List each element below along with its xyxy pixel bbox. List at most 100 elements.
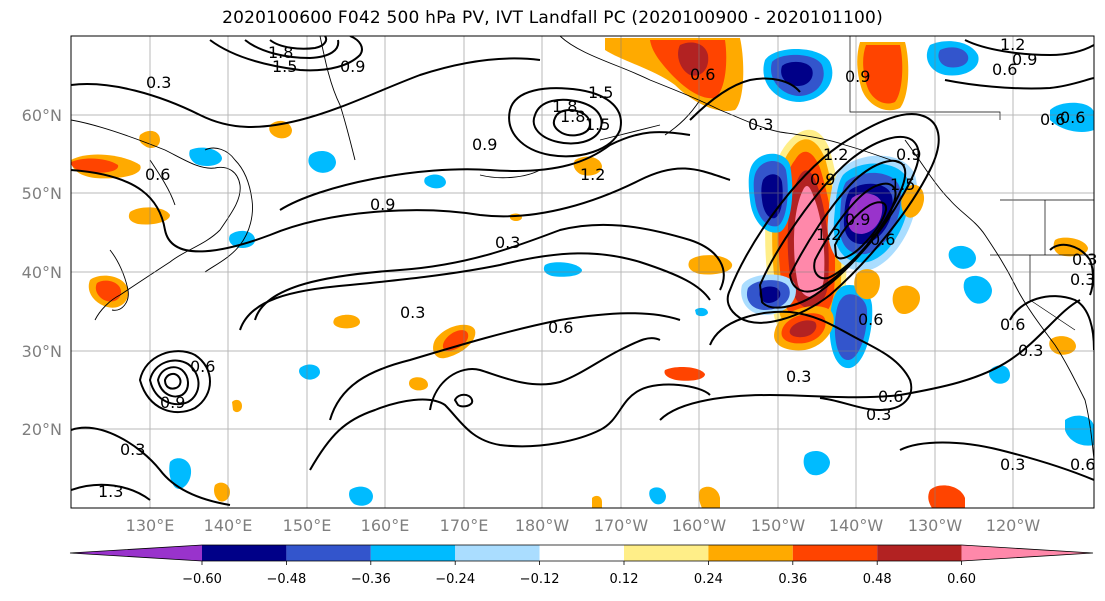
lat-label-60n: 60°N [22, 106, 62, 125]
contour-label: 0.3 [786, 367, 811, 386]
contour-label: 0.9 [370, 195, 395, 214]
contour-line [156, 366, 189, 398]
colorbar-tick-label: 0.24 [694, 572, 723, 587]
contour-label: 0.6 [992, 60, 1017, 79]
contour-line [689, 77, 801, 121]
contour-line [71, 57, 541, 128]
contour-line [964, 39, 1094, 57]
contour-label: 0.3 [120, 440, 145, 459]
contour-line [659, 299, 1081, 421]
contour-line [329, 312, 681, 421]
contour-line [552, 109, 591, 137]
map-panel: 1.8 1.5 0.9 0.3 0.6 0.9 1.8 1.5 0.9 1.2 … [70, 35, 1097, 509]
colorbar-swatch [961, 545, 1093, 561]
contour-label: 1.2 [816, 225, 841, 244]
contour-label: 1.5 [272, 57, 297, 76]
contour-label: 0.6 [145, 165, 170, 184]
contour-line [788, 160, 907, 293]
contour-label: 1.8 [268, 43, 293, 62]
lon-label-180w: 180°W [515, 516, 570, 535]
ivt-contours [71, 36, 1094, 506]
contour-line [508, 87, 622, 158]
colorbar-swatch [539, 545, 624, 561]
contour-label: 0.6 [870, 230, 895, 249]
lat-label-50n: 50°N [22, 184, 62, 203]
lon-label-130e: 130°E [126, 516, 175, 535]
coastline-aleutians [479, 124, 661, 179]
contour-line [453, 393, 474, 408]
colorbar-tick-label: 0.60 [947, 572, 976, 587]
contour-label: 0.3 [1070, 270, 1095, 289]
colorbar-tick-label: −0.24 [435, 572, 475, 587]
contour-line [71, 167, 731, 253]
contour-label: 0.3 [1018, 341, 1043, 360]
latitude-labels: 60°N 50°N 40°N 30°N 20°N [22, 106, 62, 439]
colorbar-tick-label: −0.12 [520, 572, 560, 587]
contour-line [239, 252, 711, 331]
coastline-asia [71, 119, 241, 321]
contour-label: 0.3 [495, 233, 520, 252]
coastline-korea [109, 249, 129, 311]
border-alaska-canada [849, 36, 1001, 120]
contour-line [279, 131, 691, 211]
contour-label: 0.6 [548, 318, 573, 337]
border-us-states [990, 200, 1094, 331]
colorbar-tick-label: −0.60 [182, 572, 222, 587]
coastlines [71, 36, 1094, 461]
contour-label: 1.2 [1000, 35, 1025, 54]
contour-line [813, 182, 897, 280]
pos-anomaly-south [774, 269, 880, 351]
coastline-north-america [904, 139, 1094, 461]
colorbar-swatch [708, 545, 793, 561]
contour-label: 0.6 [690, 65, 715, 84]
lon-label-140w: 140°W [829, 516, 884, 535]
contour-label: 1.2 [823, 145, 848, 164]
colorbar-swatch [370, 545, 456, 561]
contour-line [758, 135, 920, 309]
political-borders [849, 36, 1094, 331]
contour-label: 0.3 [1000, 455, 1025, 474]
contour-line [309, 383, 711, 471]
contour-label: 0.9 [845, 67, 870, 86]
lon-label-170e: 170°E [440, 516, 489, 535]
colorbar-tick-label: −0.36 [351, 572, 391, 587]
contour-label: 0.3 [1072, 250, 1097, 269]
colorbar-swatch [286, 545, 371, 561]
lon-label-170w: 170°W [594, 516, 649, 535]
anomaly-alaska [605, 38, 1094, 132]
contour-label: 0.6 [1040, 110, 1065, 129]
longitude-labels: 130°E 140°E 150°E 160°E 170°E 180°W 170°… [126, 516, 1041, 535]
contour-label: 1.5 [588, 83, 613, 102]
contour-line [944, 77, 1094, 90]
contour-label: 1.5 [585, 115, 610, 134]
contour-label: 0.9 [810, 170, 835, 189]
contour-label: 0.3 [146, 73, 171, 92]
lon-label-140e: 140°E [204, 516, 253, 535]
colorbar-tick-label: −0.48 [266, 572, 306, 587]
colorbar-swatch [877, 545, 962, 561]
contour-labels: 1.8 1.5 0.9 0.3 0.6 0.9 1.8 1.5 0.9 1.2 … [98, 35, 1097, 501]
neg-anomaly-south [741, 274, 873, 369]
contour-label: 0.3 [866, 405, 891, 424]
map-title: 2020100600 F042 500 hPa PV, IVT Landfall… [222, 8, 883, 28]
lon-label-130w: 130°W [908, 516, 963, 535]
colorbar-tick-label: 0.36 [778, 572, 807, 587]
colorbar-swatch [624, 545, 709, 561]
contour-label: 0.6 [1060, 108, 1085, 127]
contour-line [244, 39, 340, 60]
colorbar-swatch [455, 545, 540, 561]
lat-label-20n: 20°N [22, 420, 62, 439]
contour-label: 1.8 [560, 107, 585, 126]
contour-line [899, 441, 1094, 481]
contour-label: 0.9 [340, 57, 365, 76]
contour-label: 0.9 [160, 393, 185, 412]
colorbar: −0.60 −0.48 −0.36 −0.24 −0.12 0.12 0.24 … [69, 544, 1094, 587]
contour-label: 0.9 [845, 210, 870, 229]
contour-line [254, 223, 725, 321]
contour-label: 0.6 [858, 310, 883, 329]
coastline-japan [204, 147, 253, 273]
colorbar-tick-label: 0.48 [863, 572, 892, 587]
map-frame [70, 35, 1095, 509]
colorbar-tick-label: 0.12 [610, 572, 639, 587]
